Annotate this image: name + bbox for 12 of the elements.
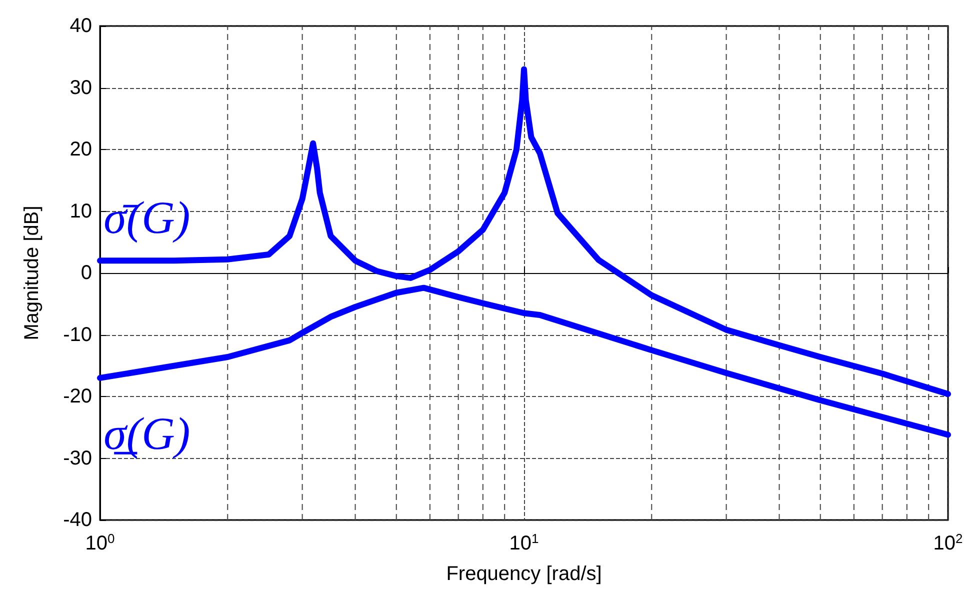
y-tick-label: -10 (63, 324, 92, 346)
y-tick-label: 40 (70, 15, 92, 37)
y-tick-label: -20 (63, 386, 92, 408)
series-label: σ̲(G) (104, 408, 190, 460)
y-tick-label: 10 (70, 200, 92, 222)
y-tick-label: -40 (63, 509, 92, 531)
y-tick-label: 20 (70, 138, 92, 160)
y-tick-label: 30 (70, 76, 92, 99)
y-axis-title: Magnitude [dB] (21, 206, 43, 340)
y-tick-label: -30 (63, 447, 92, 470)
y-tick-label: 0 (80, 262, 92, 284)
x-axis-title: Frequency [rad/s] (446, 563, 602, 585)
